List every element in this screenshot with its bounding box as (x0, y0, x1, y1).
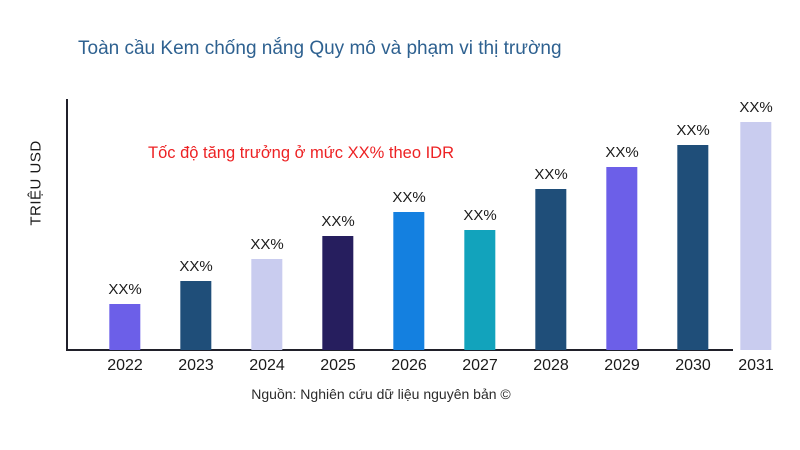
bar-value-label-2030: XX% (676, 122, 710, 139)
bar-group-2023: XX% (179, 258, 213, 350)
x-tick-2028: 2028 (533, 357, 569, 374)
bar-2025 (322, 236, 354, 350)
y-axis (66, 99, 68, 351)
chart-title: Toàn cầu Kem chống nắng Quy mô và phạm v… (78, 38, 562, 59)
x-tick-2024: 2024 (249, 357, 285, 374)
x-tick-2030: 2030 (675, 357, 711, 374)
bar-2030 (677, 145, 709, 350)
growth-rate-annotation: Tốc độ tăng trưởng ở mức XX% theo IDR (148, 144, 455, 162)
bar-value-label-2029: XX% (605, 144, 639, 161)
source-note: Nguồn: Nghiên cứu dữ liệu nguyên bản © (251, 386, 511, 402)
bar-group-2024: XX% (250, 236, 284, 350)
x-tick-2023: 2023 (178, 357, 214, 374)
bar-value-label-2027: XX% (463, 207, 497, 224)
bar-value-label-2022: XX% (108, 281, 142, 298)
x-tick-2031: 2031 (738, 357, 774, 374)
x-tick-2026: 2026 (391, 357, 427, 374)
bar-value-label-2025: XX% (321, 213, 355, 230)
bar-2026 (393, 212, 425, 350)
bar-value-label-2031: XX% (739, 99, 773, 116)
bar-group-2029: XX% (605, 144, 639, 350)
bar-group-2027: XX% (463, 207, 497, 350)
x-tick-2025: 2025 (320, 357, 356, 374)
bar-2029 (606, 167, 638, 350)
bar-group-2025: XX% (321, 213, 355, 350)
bar-group-2030: XX% (676, 122, 710, 350)
bar-2022 (109, 304, 141, 350)
bar-2023 (180, 281, 212, 350)
bar-group-2026: XX% (392, 189, 426, 350)
x-tick-2029: 2029 (604, 357, 640, 374)
bar-value-label-2024: XX% (250, 236, 284, 253)
bar-value-label-2028: XX% (534, 166, 568, 183)
bar-value-label-2026: XX% (392, 189, 426, 206)
bar-2028 (535, 189, 567, 350)
bar-group-2031: XX% (739, 99, 773, 350)
x-tick-2027: 2027 (462, 357, 498, 374)
bar-2031 (740, 122, 772, 350)
bar-group-2028: XX% (534, 166, 568, 350)
bar-2024 (251, 259, 283, 350)
y-axis-label: TRIỆU USD (27, 140, 45, 226)
x-tick-2022: 2022 (107, 357, 143, 374)
bar-2027 (464, 230, 496, 350)
bar-value-label-2023: XX% (179, 258, 213, 275)
bar-group-2022: XX% (108, 281, 142, 350)
x-axis (66, 349, 733, 351)
